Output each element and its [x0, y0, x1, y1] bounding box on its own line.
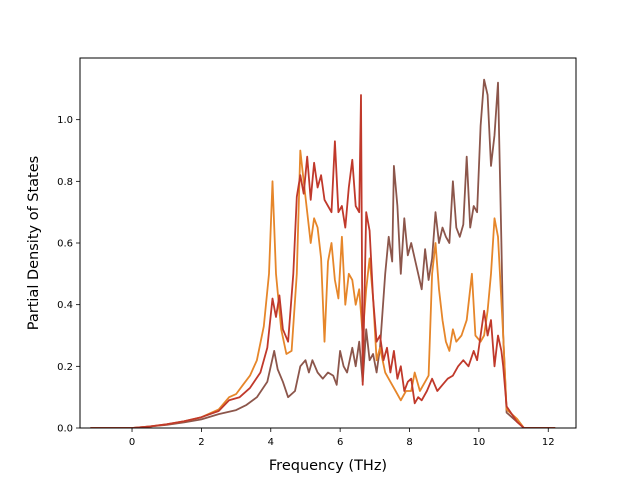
- series-layer: [90, 78, 556, 428]
- pdos-series-line-3: [90, 94, 556, 428]
- x-tick-label: 12: [542, 437, 555, 448]
- y-tick-label: 0.4: [57, 300, 73, 311]
- x-axis-label: Frequency (THz): [269, 458, 387, 474]
- y-tick-label: 0.6: [57, 239, 73, 250]
- y-tick-label: 1.0: [57, 115, 73, 126]
- y-axis: 0.0 0.2 0.4 0.6 0.8 1.0: [57, 115, 80, 435]
- x-tick-label: 8: [406, 437, 412, 448]
- y-tick-label: 0.8: [57, 177, 73, 188]
- y-axis-label: Partial Density of States: [26, 156, 42, 330]
- x-axis: 0 2 4 6 8 10 12: [129, 428, 555, 448]
- y-tick-label: 0.0: [57, 424, 73, 435]
- x-tick-label: 6: [337, 437, 343, 448]
- x-tick-label: 0: [129, 437, 135, 448]
- x-tick-label: 4: [268, 437, 274, 448]
- x-tick-label: 10: [473, 437, 486, 448]
- y-tick-label: 0.2: [57, 362, 73, 373]
- pdos-series-line-1: [90, 78, 556, 428]
- x-tick-label: 2: [198, 437, 204, 448]
